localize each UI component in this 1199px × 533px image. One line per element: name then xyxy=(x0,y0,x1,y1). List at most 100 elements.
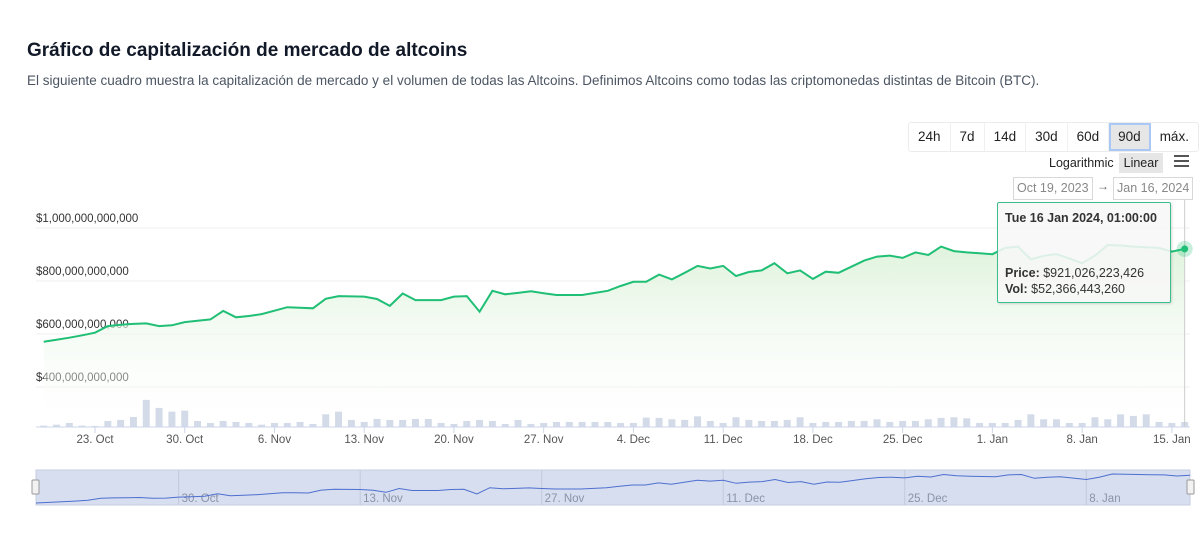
volume-bar xyxy=(181,410,189,427)
range-14d-button[interactable]: 14d xyxy=(985,123,1027,151)
linear-button[interactable]: Linear xyxy=(1118,153,1164,173)
volume-bar xyxy=(514,419,522,427)
volume-bar xyxy=(360,421,368,427)
logarithmic-button[interactable]: Logarithmic xyxy=(1049,156,1114,170)
volume-bar xyxy=(309,423,317,427)
volume-bar xyxy=(988,422,996,427)
hamburger-menu-icon[interactable] xyxy=(1174,155,1189,170)
volume-bar xyxy=(809,422,817,427)
volume-bar xyxy=(411,418,419,427)
volume-bar xyxy=(53,424,61,427)
range-90d-button[interactable]: 90d xyxy=(1109,123,1151,151)
range-24h-button[interactable]: 24h xyxy=(909,123,951,151)
volume-bar xyxy=(1052,419,1060,427)
volume-bar xyxy=(822,421,830,427)
navigator-tick-label: 13. Nov xyxy=(363,493,403,505)
volume-bar xyxy=(283,422,291,427)
volume-bar xyxy=(617,422,625,427)
range-selector: 24h 7d 14d 30d 60d 90d máx. xyxy=(908,122,1199,152)
volume-bar xyxy=(540,422,548,427)
volume-bar xyxy=(553,421,560,427)
volume-bar xyxy=(78,425,86,427)
volume-bar xyxy=(296,421,304,427)
volume-bar xyxy=(463,420,471,427)
volume-bar xyxy=(655,417,663,427)
x-tick-label: 18. Dec xyxy=(793,434,833,446)
volume-bar xyxy=(1001,422,1009,427)
volume-bar xyxy=(104,420,112,427)
volume-bar xyxy=(1065,422,1073,427)
volume-bar xyxy=(117,419,125,427)
volume-bar xyxy=(1091,417,1099,427)
volume-bar xyxy=(835,421,843,427)
tooltip-vol-value: $52,366,443,260 xyxy=(1031,282,1126,296)
x-tick-label: 13. Nov xyxy=(344,434,384,446)
x-tick-label: 11. Dec xyxy=(704,434,743,446)
volume-bar xyxy=(424,418,432,427)
volume-bar xyxy=(488,420,496,427)
volume-bar xyxy=(1129,415,1137,427)
x-tick-label: 25. Dec xyxy=(883,434,923,446)
navigator-left-handle[interactable] xyxy=(31,479,40,495)
volume-bar xyxy=(565,421,573,427)
chart-tooltip: Tue 16 Jan 2024, 01:00:00 Price: $921,02… xyxy=(997,202,1171,303)
tooltip-price-value: $921,026,223,426 xyxy=(1043,266,1145,280)
range-30d-button[interactable]: 30d xyxy=(1026,123,1068,151)
range-7d-button[interactable]: 7d xyxy=(951,123,985,151)
volume-bar xyxy=(476,419,484,427)
volume-bar xyxy=(245,422,253,427)
volume-bar xyxy=(399,419,407,427)
volume-bar xyxy=(950,417,958,427)
tooltip-vol-label: Vol: xyxy=(1005,282,1028,296)
volume-bar xyxy=(963,418,971,427)
tooltip-date: Tue 16 Jan 2024, 01:00:00 xyxy=(1005,211,1157,225)
volume-bar xyxy=(322,414,330,427)
volume-bar xyxy=(168,411,176,427)
volume-bar xyxy=(65,422,73,427)
volume-bar xyxy=(373,418,381,427)
volume-bar xyxy=(886,421,894,427)
navigator-tick-label: 27. Nov xyxy=(545,493,585,505)
range-60d-button[interactable]: 60d xyxy=(1068,123,1110,151)
volume-bar xyxy=(40,425,48,427)
volume-bar xyxy=(270,422,278,427)
volume-bar xyxy=(1078,422,1086,427)
range-max-button[interactable]: máx. xyxy=(1159,129,1189,144)
navigator-tick-label: 25. Dec xyxy=(908,493,948,505)
x-tick-label: 30. Oct xyxy=(166,434,204,446)
volume-bar xyxy=(629,422,637,427)
volume-bar xyxy=(668,419,676,427)
x-tick-label: 4. Dec xyxy=(617,434,650,446)
x-tick-label: 23. Oct xyxy=(76,434,114,446)
volume-bar xyxy=(91,425,99,427)
volume-bar xyxy=(745,419,753,427)
x-tick-label: 1. Jan xyxy=(977,434,1008,446)
volume-bar xyxy=(258,424,266,427)
y-tick-label: $1,000,000,000,000 xyxy=(36,213,138,225)
scale-toggle: Logarithmic Linear xyxy=(1044,153,1164,173)
navigator-tick-label: 8. Jan xyxy=(1089,493,1120,505)
date-from-input[interactable]: Oct 19, 2023 xyxy=(1013,177,1093,200)
volume-bar xyxy=(681,419,689,427)
volume-bar xyxy=(847,420,855,427)
volume-bar xyxy=(386,419,394,427)
navigator-line xyxy=(35,473,1191,504)
volume-bar xyxy=(873,419,881,427)
page-title: Gráfico de capitalización de mercado de … xyxy=(27,40,468,61)
market-cap-area xyxy=(43,245,1185,427)
volume-bar xyxy=(578,421,586,427)
volume-bar xyxy=(976,422,984,427)
volume-bar xyxy=(694,416,702,427)
volume-bar xyxy=(1104,419,1112,427)
x-tick-label: 20. Nov xyxy=(434,434,474,446)
volume-bar xyxy=(796,417,804,427)
volume-bar xyxy=(1014,419,1022,427)
tooltip-price-label: Price: xyxy=(1005,266,1040,280)
volume-bar xyxy=(450,423,458,427)
date-to-input[interactable]: Jan 16, 2024 xyxy=(1113,177,1194,200)
navigator-right-handle[interactable] xyxy=(1186,479,1195,495)
volume-bar xyxy=(219,420,227,427)
volume-bar xyxy=(732,417,740,427)
